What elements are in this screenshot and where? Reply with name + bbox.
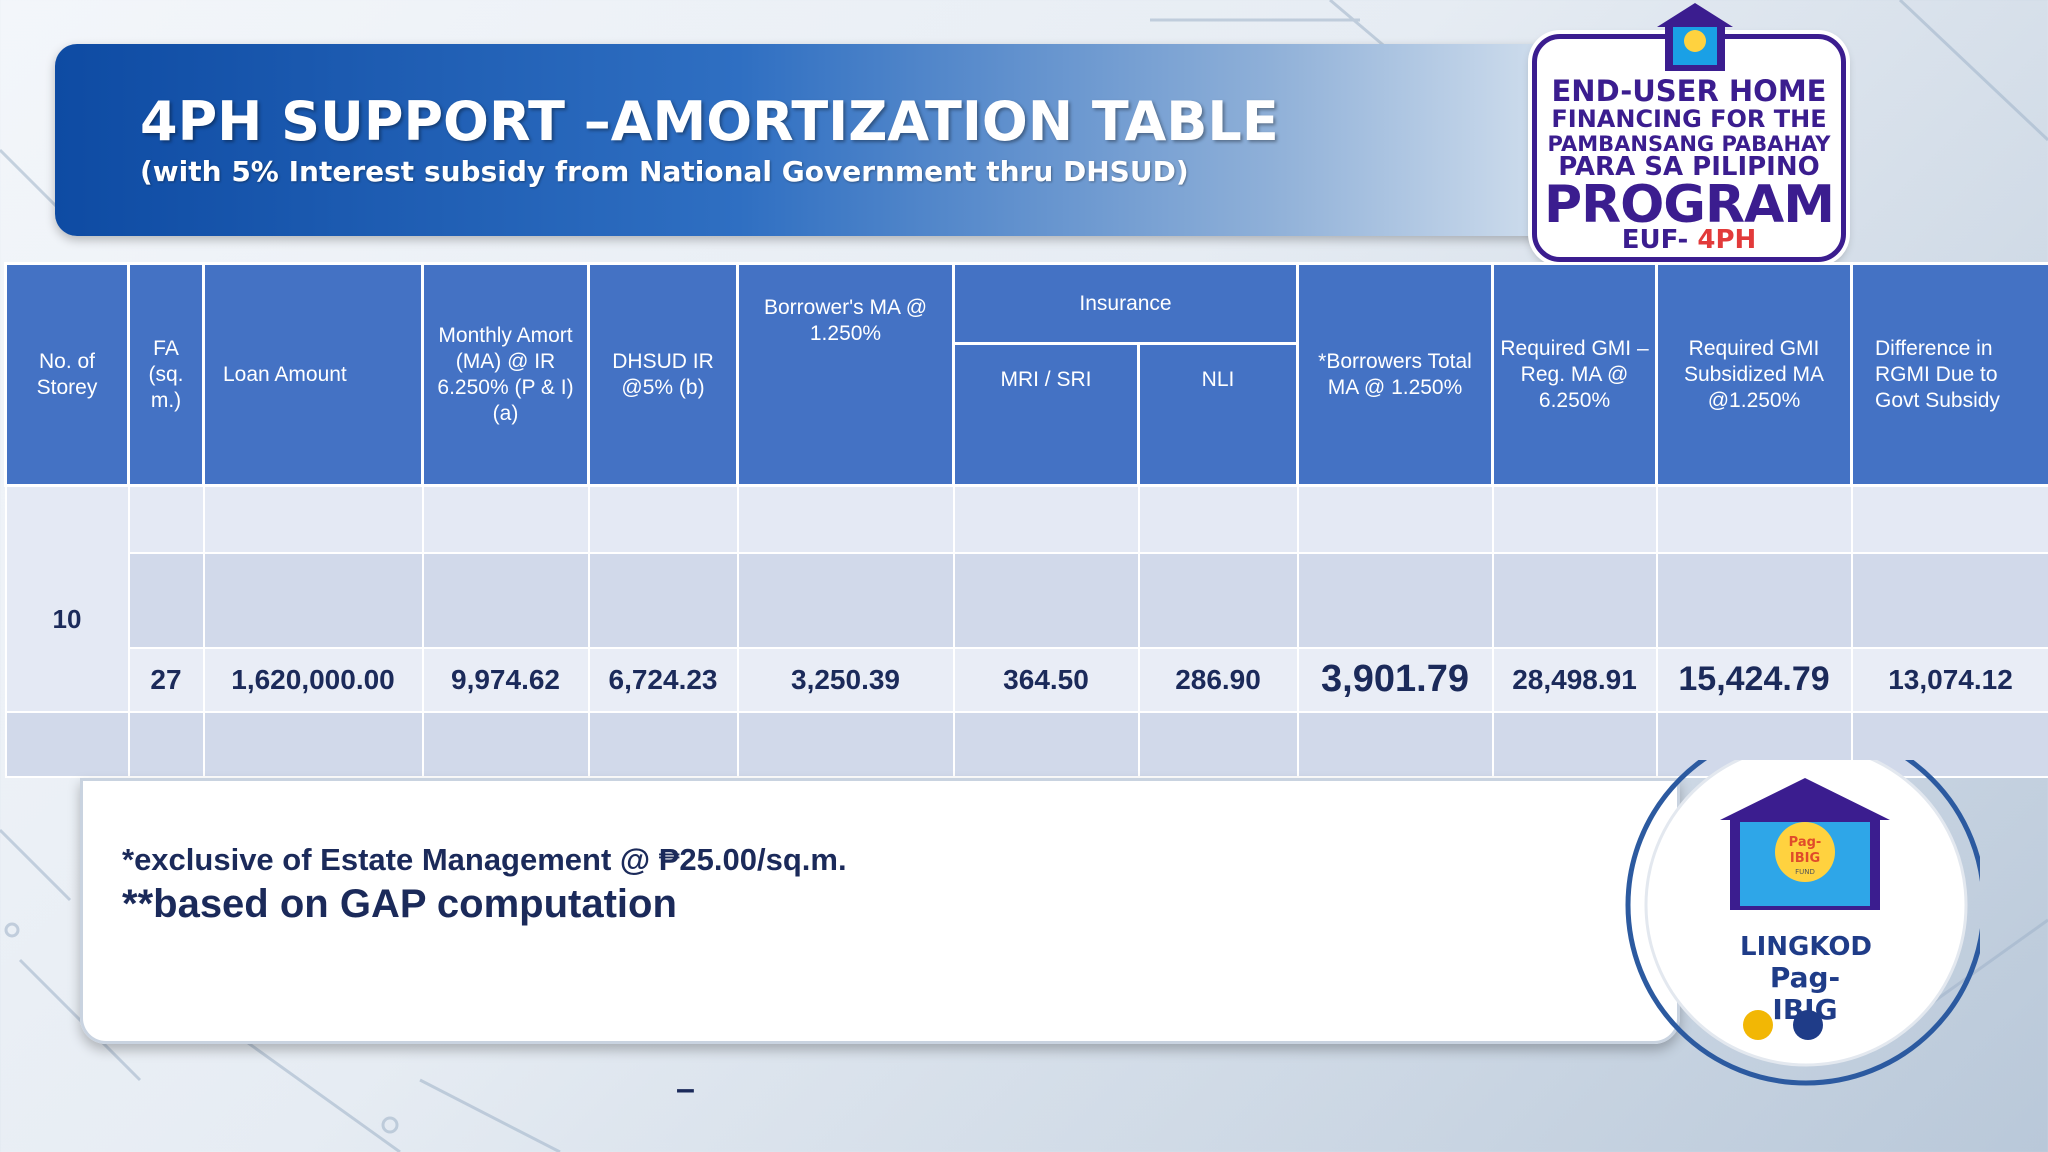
lingkod-pag-ibig-logo: Pag- IBIG FUND [1625, 760, 1980, 1086]
table-row [4, 711, 2048, 778]
table-row-data: 27 1,620,000.00 9,974.62 6,724.23 3,250.… [6, 646, 2048, 714]
note-gap-computation: **based on GAP computation [122, 882, 677, 926]
lingkod-text: LINGKOD Pag-IBIG [1740, 932, 1873, 1026]
cell-loan-amount: 1,620,000.00 [202, 646, 424, 714]
amortization-table-container: No. of Storey FA (sq. m.) Loan Amount Mo… [4, 262, 2048, 778]
amortization-table: No. of Storey FA (sq. m.) Loan Amount Mo… [4, 262, 2048, 778]
table-row [6, 551, 2048, 649]
header-gmi-sub: Required GMI Subsidized MA @1.250% [1655, 262, 1854, 487]
header-fa: FA (sq. m.) [127, 262, 205, 487]
header-total-ma: *Borrowers Total MA @ 1.250% [1296, 262, 1495, 487]
logo-line-5: PROGRAM [1543, 175, 1835, 235]
header-monthly-amort: Monthly Amort (MA) @ IR 6.250% (P & I) (… [421, 262, 590, 487]
lingkod-line-2: Pag-IBIG [1769, 961, 1841, 1026]
page-title: 4PH SUPPORT –AMORTIZATION TABLE [140, 90, 1279, 153]
cell-mri-sri: 364.50 [952, 646, 1140, 714]
lingkod-line-1: LINGKOD [1740, 932, 1873, 962]
header-nli: NLI [1136, 342, 1300, 487]
title-banner [55, 44, 1575, 236]
logo-line-6: EUF- 4PH [1537, 225, 1841, 255]
notes-panel [80, 778, 1680, 1044]
logo-line-4: PARA SA PILIPINO [1558, 152, 1820, 182]
logo-line-2: FINANCING FOR THE [1551, 105, 1827, 133]
header-mri-sri: MRI / SRI [952, 342, 1140, 487]
header-difference: Difference in RGMI Due to Govt Subsidy [1850, 262, 2048, 487]
header-dhsud: DHSUD IR @5% (b) [587, 262, 739, 487]
cell-total-ma: 3,901.79 [1296, 646, 1494, 714]
cell-storey: 10 [4, 484, 130, 714]
cell-gmi-reg: 28,498.91 [1491, 646, 1658, 714]
header-borrower-ma: Borrower's MA @ 1.250% [736, 262, 955, 487]
house-text-2: IBIG [1790, 851, 1820, 866]
dash-mark: – [676, 1070, 695, 1108]
cell-gmi-sub: 15,424.79 [1655, 646, 1853, 714]
euf-4ph-program-logo: END-USER HOME FINANCING FOR THE PAMBANSA… [1532, 3, 1846, 262]
cell-borrower-ma: 3,250.39 [736, 646, 955, 714]
page-subtitle: (with 5% Interest subsidy from National … [140, 155, 1189, 188]
cell-nli: 286.90 [1137, 646, 1299, 714]
cell-dhsud: 6,724.23 [587, 646, 739, 714]
header-loan-amount: Loan Amount [202, 262, 424, 487]
cell-fa: 27 [127, 646, 205, 714]
note-estate-management: *exclusive of Estate Management @ ₱25.00… [122, 842, 847, 877]
house-text-1: Pag- [1789, 835, 1822, 850]
house-text-3: FUND [1795, 868, 1815, 876]
cell-monthly-amort: 9,974.62 [421, 646, 590, 714]
header-insurance: Insurance [951, 262, 1300, 345]
logo-prefix: EUF- [1621, 225, 1698, 255]
logo-accent: 4PH [1697, 225, 1757, 255]
title-block: 4PH SUPPORT –AMORTIZATION TABLE (with 5%… [140, 90, 1279, 192]
header-gmi-reg: Required GMI –Reg. MA @ 6.250% [1491, 262, 1659, 487]
pag-ibig-house-icon [1657, 3, 1733, 71]
logo-line-3: PAMBANSANG PABAHAY [1547, 132, 1831, 156]
header-storey: No. of Storey [4, 262, 130, 487]
table-row: 10 [4, 484, 2048, 714]
cell-difference: 13,074.12 [1850, 646, 2048, 714]
logo-line-1: END-USER HOME [1551, 74, 1827, 108]
